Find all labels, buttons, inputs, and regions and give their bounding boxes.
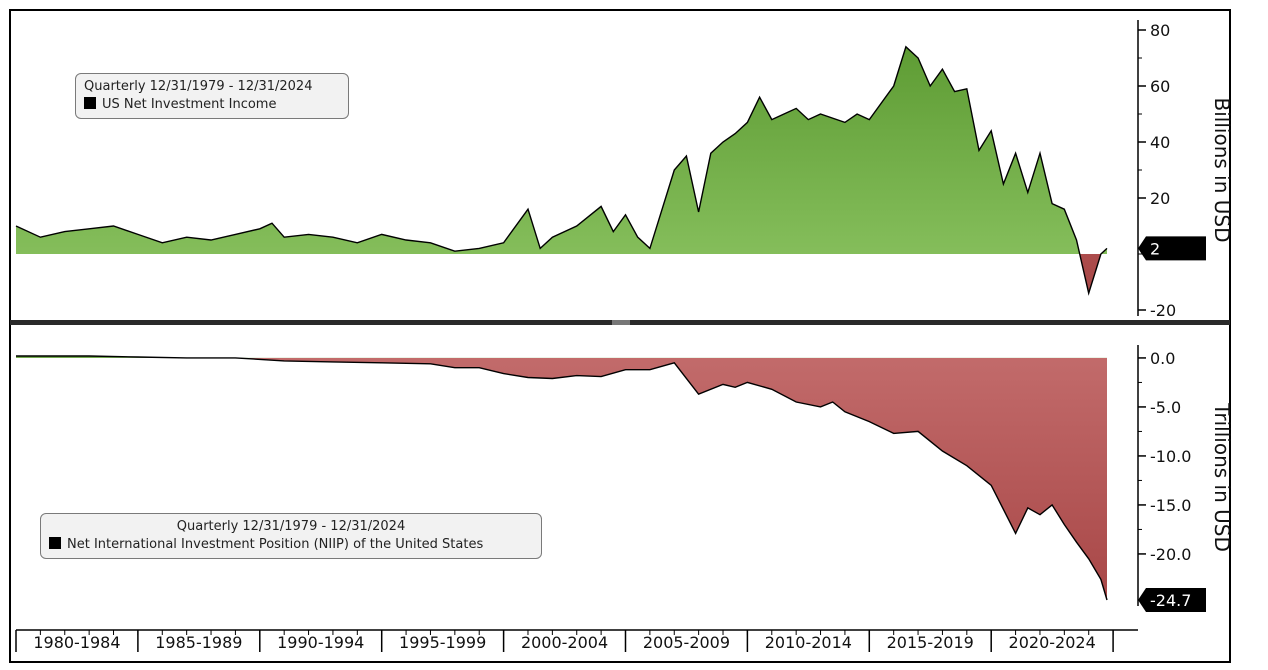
niip-legend-label: Net International Investment Position (N… <box>67 537 484 552</box>
y-tick-label: -10.0 <box>1150 447 1191 466</box>
income-legend-swatch <box>84 97 96 109</box>
positive-area <box>16 46 1107 254</box>
income-panel: 80 60 40 20 -20 2 Billions in USD <box>15 20 1234 320</box>
x-tick-label: 2020-2024 <box>1009 633 1096 652</box>
x-tick-label: 1980-1984 <box>33 633 120 652</box>
x-tick-label: 2010-2014 <box>765 633 852 652</box>
last-value-label: -24.7 <box>1150 591 1191 610</box>
niip-panel: 0.0 -5.0 -10.0 -15.0 -20.0 -24.7 Trillions in … <box>16 345 1234 612</box>
income-legend-period: Quarterly 12/31/1979 - 12/31/2024 <box>84 79 313 94</box>
positive-area <box>16 356 1107 358</box>
y-tick-label: 20 <box>1150 189 1170 208</box>
divider-handle[interactable] <box>612 320 630 325</box>
y-tick-label: -15.0 <box>1150 496 1191 515</box>
x-tick-label: 1985-1989 <box>155 633 242 652</box>
niip-legend-swatch <box>49 537 61 549</box>
y-tick-label: 0.0 <box>1150 349 1175 368</box>
x-tick-label: 1990-1994 <box>277 633 364 652</box>
x-tick-label: 2000-2004 <box>521 633 608 652</box>
y-axis-label: Billions in USD <box>1210 98 1234 243</box>
y-tick-label: 60 <box>1150 77 1170 96</box>
niip-legend-period: Quarterly 12/31/1979 - 12/31/2024 <box>176 519 406 534</box>
x-tick-label: 2005-2009 <box>643 633 730 652</box>
income-legend-label: US Net Investment Income <box>102 97 277 112</box>
last-value-tag <box>1138 588 1206 612</box>
series-line <box>16 355 1108 601</box>
y-tick-label: 80 <box>1150 21 1170 40</box>
last-value-tag <box>1138 236 1206 261</box>
income-legend: Quarterly 12/31/1979 - 12/31/2024 US Net… <box>75 73 349 119</box>
y-tick-label: 40 <box>1150 133 1170 152</box>
niip-legend: Quarterly 12/31/1979 - 12/31/2024 Net In… <box>40 513 542 559</box>
y-axis-label: Trillions in USD <box>1210 402 1234 552</box>
y-tick-label: -20 <box>1150 301 1176 320</box>
y-tick-label: -20.0 <box>1150 545 1191 564</box>
chart-frame <box>9 9 1231 663</box>
negative-area <box>236 357 1107 600</box>
x-tick-label: 1995-1999 <box>399 633 486 652</box>
series-line <box>15 45 1108 296</box>
x-tick-label: 2015-2019 <box>887 633 974 652</box>
last-value-label: 2 <box>1150 239 1160 258</box>
x-axis: 1980-1984 1985-1989 1990-1994 1995-1999 2000… <box>15 629 1138 652</box>
y-tick-label: -5.0 <box>1150 398 1181 417</box>
